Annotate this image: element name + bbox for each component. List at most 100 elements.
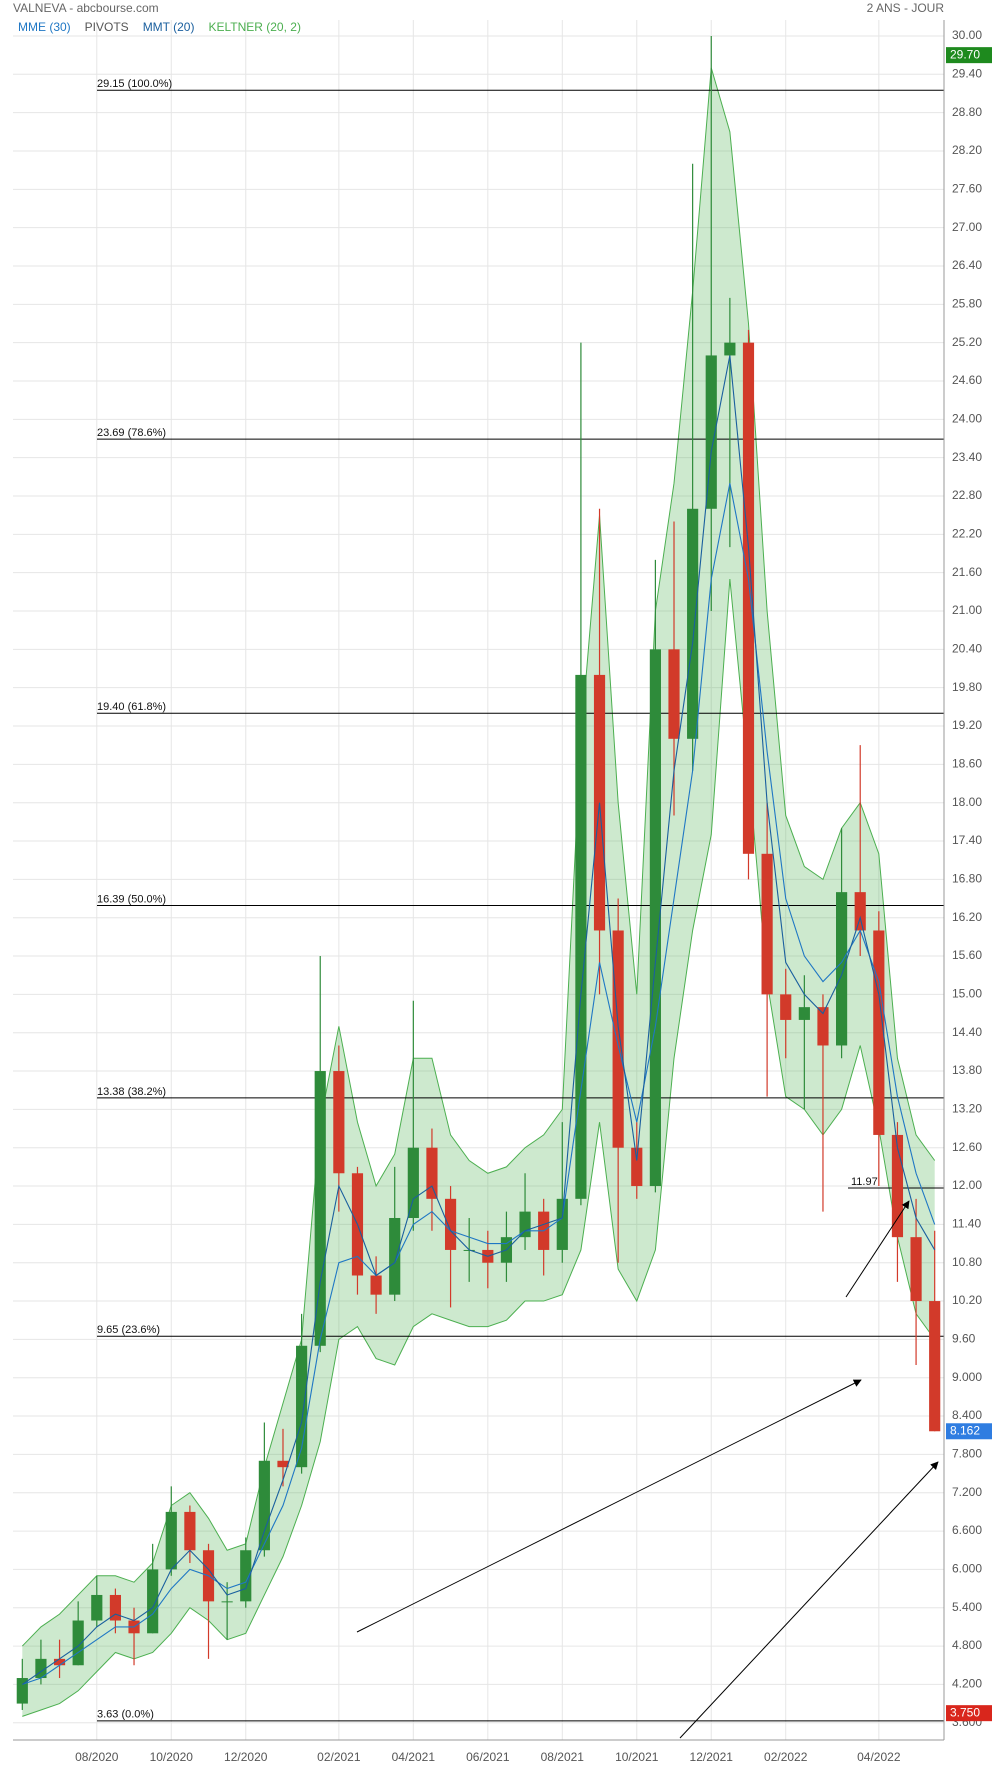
candle-body (891, 1134, 904, 1238)
y-tick-label: 4.200 (952, 1677, 982, 1691)
candle-body (817, 1007, 829, 1046)
candle-body (668, 649, 680, 739)
candle-body (314, 1071, 326, 1346)
y-tick-label: 29.40 (952, 66, 982, 80)
candle-body (854, 892, 866, 931)
y-tick-label: 7.800 (952, 1447, 982, 1461)
candle-body (277, 1460, 289, 1468)
price-tag-label: 3.750 (950, 1705, 980, 1719)
price-tag (946, 47, 992, 64)
y-tick-label: 21.00 (952, 603, 982, 617)
candle-body (556, 1198, 568, 1250)
candle-body (109, 1594, 121, 1621)
y-tick-label: 17.40 (952, 833, 982, 847)
candle-body (612, 930, 624, 1148)
y-tick-label: 6.600 (952, 1523, 982, 1537)
candle-body (72, 1620, 84, 1666)
y-tick-label: 21.60 (952, 565, 982, 579)
y-tick-label: 12.60 (952, 1140, 982, 1154)
x-tick-label: 08/2021 (541, 1750, 585, 1764)
y-tick-label: 25.20 (952, 335, 982, 349)
fib-label: 23.69 (78.6%) (97, 427, 166, 439)
y-tick-label: 10.20 (952, 1293, 982, 1307)
candle-body (519, 1211, 531, 1238)
chart-subtitle: 2 ANS - JOUR (867, 1, 945, 15)
arrow (845, 1200, 910, 1298)
candle-body (742, 342, 755, 854)
x-tick-label: 06/2021 (466, 1750, 510, 1764)
y-tick-label: 12.00 (952, 1178, 982, 1192)
candle-body (687, 508, 699, 739)
moving-average (22, 483, 936, 1685)
y-tick-label: 6.000 (952, 1562, 982, 1576)
candle-body (444, 1198, 457, 1250)
y-tick-label: 28.20 (952, 143, 982, 157)
y-tick-label: 24.60 (952, 373, 982, 387)
y-tick-label: 7.200 (952, 1485, 982, 1499)
price-tag (946, 1705, 992, 1722)
price-tag-label: 29.70 (950, 47, 980, 61)
candle-body (389, 1217, 401, 1295)
keltner-lower (22, 579, 936, 1717)
candle-body (91, 1594, 103, 1621)
y-tick-label: 27.60 (952, 181, 982, 195)
legend: MME (30) PIVOTS MMT (20) KELTNER (20, 2) (18, 20, 301, 34)
y-tick-label: 24.00 (952, 412, 982, 426)
candle-body (53, 1658, 66, 1666)
y-tick-label: 23.40 (952, 450, 982, 464)
candle-body (873, 930, 885, 1135)
y-tick-label: 22.20 (952, 527, 982, 541)
y-tick-label: 30.00 (952, 28, 982, 42)
y-tick-label: 13.20 (952, 1102, 982, 1116)
candle-body (240, 1550, 252, 1602)
x-tick-label: 04/2021 (392, 1750, 436, 1764)
price-tag-label: 8.162 (950, 1423, 980, 1437)
x-tick-label: 04/2022 (857, 1750, 901, 1764)
x-tick-label: 12/2020 (224, 1750, 268, 1764)
candle-body (724, 342, 736, 356)
axis-layer: 30.00 29.40 28.80 28.20 27.60 27.00 26.40 25.80… (13, 20, 992, 1764)
price-tag (946, 1423, 992, 1440)
legend-entry: PIVOTS (85, 20, 129, 34)
candle-body (35, 1658, 47, 1679)
fib-label: 19.40 (61.8%) (97, 701, 166, 713)
legend-entry: MME (30) (18, 20, 71, 34)
y-tick-label: 28.80 (952, 105, 982, 119)
y-tick-label: 8.400 (952, 1408, 982, 1422)
fib-label: 3.63 (0.0%) (97, 1709, 154, 1721)
candle-body (929, 1301, 941, 1432)
x-tick-label: 02/2021 (317, 1750, 361, 1764)
candle-body (258, 1460, 270, 1551)
candle-body (16, 1678, 28, 1704)
y-tick-label: 15.60 (952, 948, 982, 962)
x-tick-label: 10/2021 (615, 1750, 659, 1764)
y-tick-label: 25.80 (952, 296, 982, 310)
x-tick-label: 12/2021 (690, 1750, 734, 1764)
candle-body (910, 1237, 922, 1302)
grid-layer (13, 20, 944, 1740)
y-tick-label: 19.20 (952, 718, 982, 732)
legend-entry: KELTNER (20, 2) (208, 20, 300, 34)
y-tick-label: 15.00 (952, 987, 982, 1001)
candle-body (798, 1007, 810, 1020)
candle-body (649, 649, 661, 1187)
y-tick-label: 9.60 (952, 1332, 976, 1346)
keltner-band (22, 67, 935, 1717)
x-tick-label: 02/2022 (764, 1750, 808, 1764)
candle-body (407, 1147, 419, 1218)
candle-body (370, 1275, 382, 1295)
fib-label: 9.65 (23.6%) (97, 1324, 160, 1336)
y-tick-label: 16.20 (952, 910, 982, 924)
moving-average (21, 355, 936, 1685)
y-tick-label: 20.40 (952, 642, 982, 656)
y-tick-label: 16.80 (952, 872, 982, 886)
fib-label: 13.38 (38.2%) (97, 1086, 166, 1098)
arrow (356, 1379, 862, 1633)
candle-layer (16, 35, 941, 1710)
candle-body (333, 1071, 345, 1174)
y-tick-label: 26.40 (952, 258, 982, 272)
legend-entry: MMT (20) (143, 20, 195, 34)
y-tick-label: 5.400 (952, 1600, 982, 1614)
candle-body (836, 892, 848, 1046)
